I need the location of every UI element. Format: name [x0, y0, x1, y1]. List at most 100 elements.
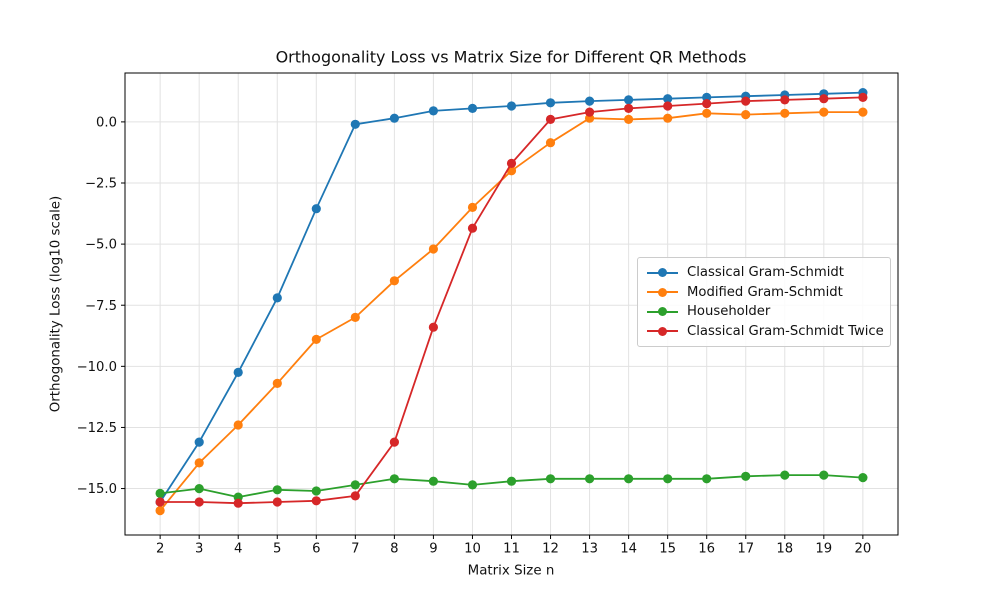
data-point-householder: [350, 480, 360, 490]
legend-sample-classical-gram-schmidt-twice: [647, 325, 678, 338]
chart-title: Orthogonality Loss vs Matrix Size for Di…: [275, 47, 747, 67]
legend-item-classical-gram-schmidt-twice: Classical Gram-Schmidt Twice: [647, 322, 884, 342]
data-point-modified-gram-schmidt: [467, 202, 478, 212]
data-point-modified-gram-schmidt: [741, 110, 751, 120]
y-tick-label: −2.5: [85, 177, 117, 192]
data-point-classical-gram-schmidt: [506, 101, 517, 111]
data-point-householder: [819, 470, 829, 480]
data-point-classical-gram-schmidt: [545, 98, 556, 108]
x-tick-label: 6: [312, 542, 320, 557]
x-tick-label: 11: [503, 542, 520, 557]
legend-sample-householder: [647, 305, 678, 318]
legend-label: Householder: [687, 304, 771, 320]
x-tick-label: 17: [737, 542, 754, 557]
x-tick-label: 12: [542, 542, 559, 557]
data-point-modified-gram-schmidt: [389, 276, 399, 286]
data-point-householder: [194, 484, 204, 494]
x-tick-label: 2: [156, 542, 164, 557]
data-point-householder: [741, 471, 751, 481]
data-point-classical-gram-schmidt-twice: [624, 103, 634, 113]
x-tick-label: 16: [698, 542, 715, 557]
data-point-classical-gram-schmidt: [585, 96, 595, 106]
legend-item-classical-gram-schmidt: Classical Gram-Schmidt: [647, 263, 882, 283]
y-tick-label: 0.0: [96, 115, 117, 130]
x-tick-label: 7: [351, 542, 359, 557]
data-point-householder: [545, 474, 556, 484]
data-point-householder: [311, 486, 321, 496]
y-tick-label: −7.5: [85, 299, 117, 314]
data-point-modified-gram-schmidt: [624, 114, 634, 124]
data-point-classical-gram-schmidt-twice: [155, 497, 165, 507]
data-point-classical-gram-schmidt: [663, 94, 673, 104]
data-point-householder: [663, 474, 673, 484]
x-tick-label: 10: [464, 542, 481, 557]
x-tick-label: 13: [581, 542, 598, 557]
data-point-classical-gram-schmidt-twice: [194, 497, 204, 507]
data-point-classical-gram-schmidt-twice: [663, 101, 673, 111]
data-point-classical-gram-schmidt-twice: [585, 107, 595, 117]
legend: Classical Gram-Schmidt Modified Gram-Schm…: [637, 257, 891, 347]
x-tick-label: 3: [195, 542, 203, 557]
data-point-classical-gram-schmidt-twice: [272, 497, 282, 507]
data-point-classical-gram-schmidt-twice: [233, 498, 243, 508]
data-point-modified-gram-schmidt: [155, 506, 165, 516]
legend-sample-modified-gram-schmidt: [647, 286, 678, 299]
data-point-classical-gram-schmidt: [624, 95, 634, 105]
data-point-modified-gram-schmidt: [780, 108, 790, 118]
data-point-classical-gram-schmidt: [428, 106, 438, 116]
data-point-classical-gram-schmidt: [467, 103, 478, 113]
data-point-classical-gram-schmidt: [272, 293, 282, 303]
data-point-modified-gram-schmidt: [272, 378, 282, 388]
data-point-classical-gram-schmidt: [233, 367, 243, 377]
data-point-classical-gram-schmidt-twice: [819, 94, 829, 104]
data-point-modified-gram-schmidt: [311, 334, 321, 344]
data-point-classical-gram-schmidt-twice: [858, 92, 868, 102]
legend-label: Classical Gram-Schmidt: [687, 265, 844, 281]
data-point-householder: [858, 473, 868, 483]
data-point-modified-gram-schmidt: [545, 138, 556, 148]
y-tick-label: −10.0: [77, 360, 117, 375]
data-point-modified-gram-schmidt: [233, 420, 243, 430]
data-point-classical-gram-schmidt-twice: [350, 491, 360, 501]
y-tick-label: −15.0: [77, 482, 117, 497]
x-tick-label: 15: [659, 542, 676, 557]
data-point-classical-gram-schmidt-twice: [741, 96, 751, 106]
x-tick-label: 20: [854, 542, 871, 557]
data-point-modified-gram-schmidt: [819, 107, 829, 117]
data-point-classical-gram-schmidt-twice: [545, 114, 556, 124]
data-point-classical-gram-schmidt-twice: [780, 95, 790, 105]
data-point-classical-gram-schmidt-twice: [428, 322, 438, 332]
data-point-householder: [624, 474, 634, 484]
data-point-classical-gram-schmidt: [311, 204, 321, 214]
data-point-householder: [389, 474, 399, 484]
data-point-classical-gram-schmidt-twice: [467, 223, 478, 233]
data-point-classical-gram-schmidt: [350, 119, 360, 129]
x-axis-label: Matrix Size n: [467, 563, 555, 579]
x-tick-label: 19: [815, 542, 832, 557]
data-point-classical-gram-schmidt: [389, 113, 399, 123]
data-point-householder: [506, 476, 517, 486]
data-point-classical-gram-schmidt-twice: [506, 158, 517, 168]
legend-sample-classical-gram-schmidt: [647, 266, 678, 279]
x-tick-label: 14: [620, 542, 637, 557]
data-point-householder: [272, 485, 282, 495]
legend-label: Modified Gram-Schmidt: [687, 284, 843, 300]
data-point-householder: [467, 480, 478, 490]
data-point-classical-gram-schmidt-twice: [389, 437, 399, 447]
data-point-modified-gram-schmidt: [663, 113, 673, 123]
data-point-modified-gram-schmidt: [194, 458, 204, 468]
data-point-modified-gram-schmidt: [350, 312, 360, 322]
x-tick-label: 8: [390, 542, 398, 557]
data-point-modified-gram-schmidt: [702, 108, 712, 118]
data-point-householder: [702, 474, 712, 484]
x-tick-label: 9: [429, 542, 437, 557]
data-point-modified-gram-schmidt: [428, 244, 438, 254]
data-point-householder: [428, 476, 438, 486]
data-point-classical-gram-schmidt: [194, 437, 204, 447]
x-tick-label: 18: [776, 542, 793, 557]
legend-item-householder: Householder: [647, 302, 882, 322]
data-point-classical-gram-schmidt-twice: [702, 99, 712, 109]
x-tick-label: 4: [234, 542, 242, 557]
x-tick-label: 5: [273, 542, 281, 557]
